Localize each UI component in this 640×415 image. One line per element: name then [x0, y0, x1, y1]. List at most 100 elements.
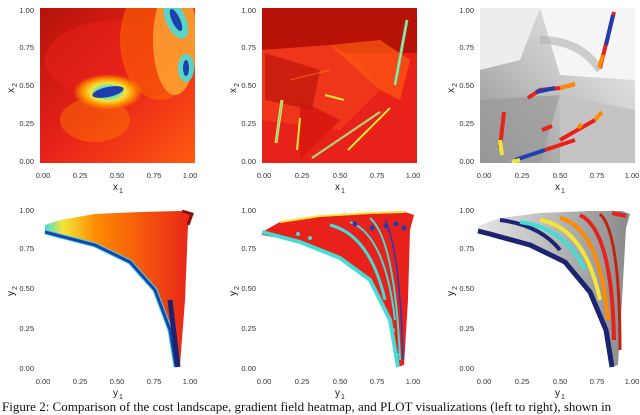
- svg-text:x: x: [113, 182, 118, 193]
- svg-text:0.25: 0.25: [515, 171, 530, 180]
- svg-text:0.25: 0.25: [241, 119, 256, 128]
- svg-text:0.25: 0.25: [19, 119, 34, 128]
- svg-text:0.75: 0.75: [147, 171, 162, 180]
- svg-text:0.50: 0.50: [553, 171, 568, 180]
- bottom-x-label-1: y 1: [113, 388, 123, 401]
- top-x-label-2: x 1: [335, 182, 345, 195]
- svg-text:2: 2: [12, 286, 19, 290]
- svg-text:0.25: 0.25: [515, 377, 530, 386]
- svg-text:0.75: 0.75: [590, 377, 605, 386]
- svg-text:0.75: 0.75: [370, 377, 385, 386]
- svg-text:0.50: 0.50: [110, 377, 125, 386]
- svg-text:1.00: 1.00: [406, 377, 421, 386]
- svg-text:x: x: [6, 88, 17, 93]
- cost-landscape-panel: [40, 8, 195, 163]
- gradient-field-panel: [262, 8, 417, 163]
- svg-text:x: x: [335, 182, 340, 193]
- svg-text:1.00: 1.00: [459, 6, 474, 15]
- top-y-label-3: x 2: [446, 83, 459, 93]
- svg-text:0.00: 0.00: [257, 377, 272, 386]
- svg-text:0.25: 0.25: [73, 171, 88, 180]
- bottom-y-ticks-3: 1.00 0.75 0.50 0.25 0.00: [459, 206, 474, 373]
- svg-text:y: y: [335, 388, 340, 399]
- svg-text:y: y: [228, 291, 239, 296]
- svg-text:x: x: [228, 88, 239, 93]
- plot-visualization-panel: [480, 8, 635, 163]
- svg-text:2: 2: [234, 286, 241, 290]
- svg-text:0.50: 0.50: [459, 284, 474, 293]
- svg-text:0.00: 0.00: [19, 157, 34, 166]
- bottom-x-ticks-2: 0.00 0.25 0.50 0.75 1.00: [257, 377, 421, 386]
- svg-text:0.25: 0.25: [295, 377, 310, 386]
- svg-text:0.50: 0.50: [110, 171, 125, 180]
- bottom-y-ticks-1: 1.00 0.75 0.50 0.25 0.00: [19, 206, 34, 373]
- svg-text:1: 1: [341, 188, 345, 195]
- bottom-y-label-3: y 2: [446, 286, 459, 296]
- svg-text:0.75: 0.75: [459, 244, 474, 253]
- bottom-y-label-1: y 2: [6, 286, 19, 296]
- svg-text:0.50: 0.50: [19, 81, 34, 90]
- top-x-label-3: x 1: [555, 182, 565, 195]
- svg-text:y: y: [555, 388, 560, 399]
- svg-text:0.75: 0.75: [19, 244, 34, 253]
- bottom-x-ticks-3: 0.00 0.25 0.50 0.75 1.00: [477, 377, 640, 386]
- svg-text:1: 1: [341, 394, 345, 401]
- svg-text:y: y: [6, 291, 17, 296]
- svg-text:0.75: 0.75: [459, 43, 474, 52]
- svg-text:0.00: 0.00: [241, 157, 256, 166]
- svg-text:0.25: 0.25: [459, 324, 474, 333]
- svg-text:0.50: 0.50: [241, 81, 256, 90]
- bottom-x-label-3: y 1: [555, 388, 565, 401]
- svg-text:1.00: 1.00: [459, 206, 474, 215]
- svg-text:1.00: 1.00: [19, 6, 34, 15]
- svg-text:2: 2: [452, 286, 459, 290]
- svg-text:0.00: 0.00: [36, 171, 51, 180]
- svg-text:0.25: 0.25: [295, 171, 310, 180]
- bottom-x-ticks-1: 0.00 0.25 0.50 0.75 1.00: [36, 377, 198, 386]
- svg-text:1.00: 1.00: [406, 171, 421, 180]
- svg-text:0.50: 0.50: [241, 284, 256, 293]
- top-x-ticks-2: 0.00 0.25 0.50 0.75 1.00: [257, 171, 421, 180]
- svg-text:x: x: [555, 182, 560, 193]
- svg-text:0.50: 0.50: [459, 81, 474, 90]
- svg-text:0.50: 0.50: [333, 171, 348, 180]
- svg-text:0.75: 0.75: [241, 244, 256, 253]
- svg-text:1.00: 1.00: [625, 377, 640, 386]
- svg-text:1.00: 1.00: [19, 206, 34, 215]
- svg-text:0.75: 0.75: [370, 171, 385, 180]
- top-y-label-2: x 2: [228, 83, 241, 93]
- top-y-ticks-2: 1.00 0.75 0.50 0.25 0.00: [241, 6, 256, 166]
- top-x-label-1: x 1: [113, 182, 123, 195]
- svg-text:0.00: 0.00: [36, 377, 51, 386]
- svg-text:0.00: 0.00: [459, 364, 474, 373]
- svg-text:1: 1: [119, 188, 123, 195]
- top-x-ticks-1: 0.00 0.25 0.50 0.75 1.00: [36, 171, 198, 180]
- svg-text:2: 2: [452, 83, 459, 87]
- bottom-y-ticks-2: 1.00 0.75 0.50 0.25 0.00: [241, 206, 256, 373]
- svg-text:0.00: 0.00: [459, 157, 474, 166]
- svg-text:0.50: 0.50: [333, 377, 348, 386]
- svg-text:0.25: 0.25: [241, 324, 256, 333]
- svg-text:0.00: 0.00: [477, 171, 492, 180]
- plot-objective-panel: [477, 211, 630, 368]
- gradient-field-objective-panel: [261, 211, 414, 368]
- top-x-ticks-3: 0.00 0.25 0.50 0.75 1.00: [477, 171, 640, 180]
- svg-text:2: 2: [234, 83, 241, 87]
- svg-text:1.00: 1.00: [241, 206, 256, 215]
- svg-text:0.75: 0.75: [147, 377, 162, 386]
- bottom-y-label-2: y 2: [228, 286, 241, 296]
- svg-text:0.00: 0.00: [477, 377, 492, 386]
- svg-text:1.00: 1.00: [241, 6, 256, 15]
- svg-text:0.75: 0.75: [241, 43, 256, 52]
- svg-text:0.25: 0.25: [19, 324, 34, 333]
- svg-text:y: y: [113, 388, 118, 399]
- svg-text:x: x: [446, 88, 457, 93]
- svg-text:1.00: 1.00: [183, 171, 198, 180]
- svg-text:0.00: 0.00: [257, 171, 272, 180]
- svg-text:0.50: 0.50: [19, 284, 34, 293]
- svg-text:0.25: 0.25: [459, 119, 474, 128]
- svg-text:0.00: 0.00: [19, 364, 34, 373]
- svg-text:1.00: 1.00: [625, 171, 640, 180]
- figure-caption: Figure 2: Comparison of the cost landsca…: [2, 399, 612, 414]
